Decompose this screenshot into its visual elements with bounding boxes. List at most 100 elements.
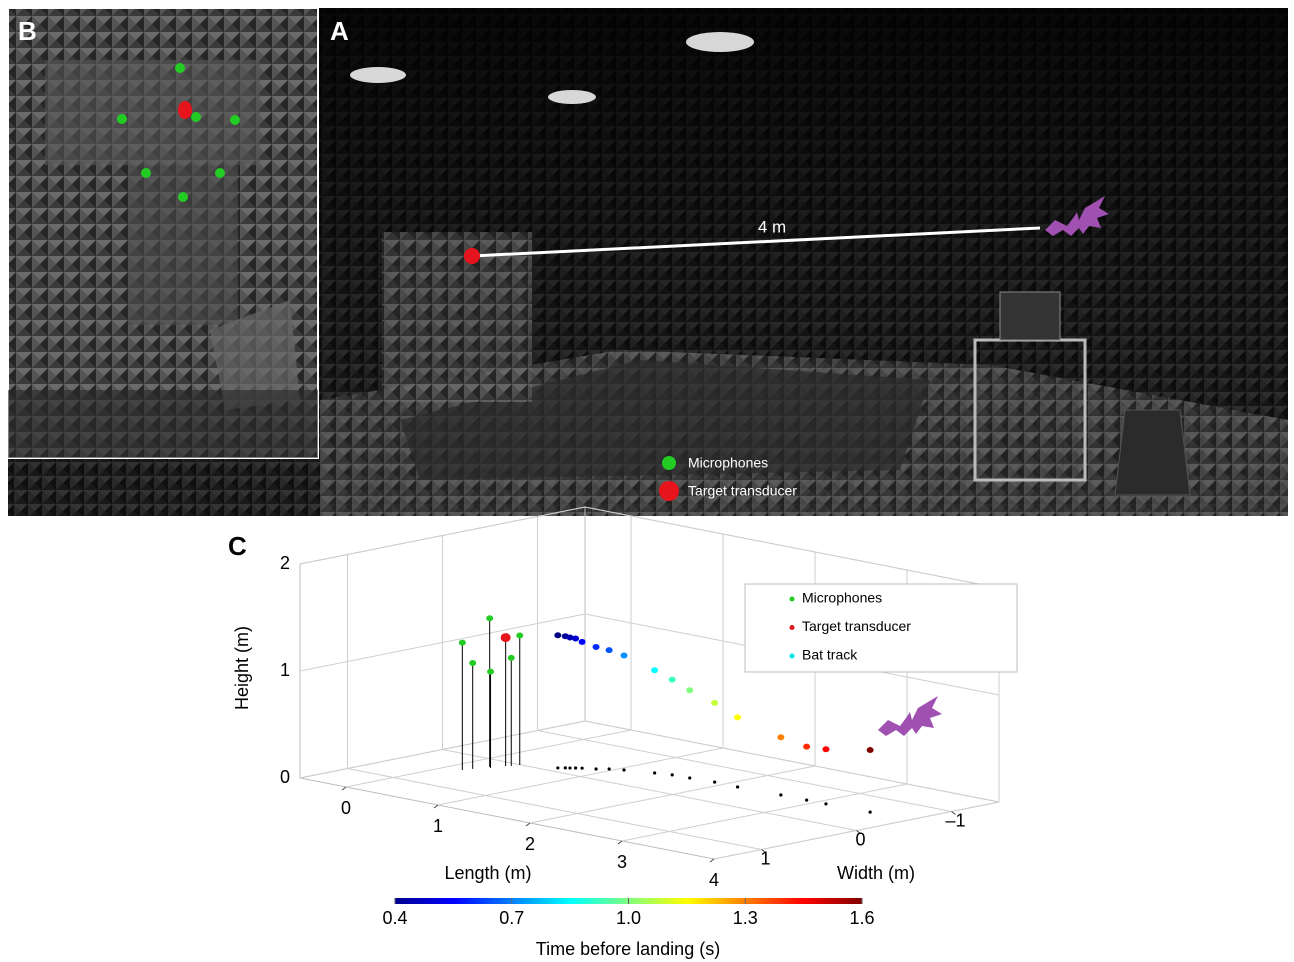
- floor-shadow: [608, 767, 611, 770]
- y-tick-label: –1: [945, 810, 965, 830]
- legend-label: Target transducer: [688, 483, 797, 499]
- y-axis-label: Width (m): [837, 863, 915, 883]
- floor-shadow: [622, 768, 625, 771]
- colorbar-tick-label: 1.0: [616, 908, 641, 928]
- mic-marker: [175, 63, 185, 73]
- floor-shadow: [869, 811, 872, 814]
- track-point: [651, 667, 658, 673]
- mic-marker: [191, 112, 201, 122]
- floor-shadow: [574, 766, 577, 769]
- track-point: [711, 700, 718, 706]
- ceiling-light: [686, 32, 754, 52]
- panel-label: B: [18, 16, 37, 46]
- target-stand: [382, 232, 532, 402]
- sensor-point: [501, 633, 511, 642]
- floor-shadow: [688, 776, 691, 779]
- ceiling-light: [350, 67, 406, 83]
- step-stool: [1115, 410, 1190, 495]
- tick-mark: [526, 823, 530, 826]
- legend: Microphones Target transducer Bat track: [745, 584, 1017, 672]
- mic-marker: [215, 168, 225, 178]
- legend-label: Target transducer: [802, 618, 911, 634]
- colorbar-tick-label: 1.3: [733, 908, 758, 928]
- floor-shadow: [556, 766, 559, 769]
- grid-line: [585, 507, 999, 588]
- mic-marker: [230, 115, 240, 125]
- sensor-point: [469, 660, 476, 666]
- track-point: [621, 652, 628, 658]
- x-tick-label: 1: [433, 816, 443, 836]
- legend-label: Microphones: [688, 455, 768, 471]
- legend-label: Microphones: [802, 590, 882, 606]
- floor-shadow: [805, 798, 808, 801]
- x-tick-label: 2: [525, 834, 535, 854]
- x-axis-label: Length (m): [444, 863, 531, 883]
- mic-marker: [178, 192, 188, 202]
- figure: 4 m Microphones Target transducer A B C …: [0, 0, 1294, 962]
- colorbar-tick-label: 0.7: [499, 908, 524, 928]
- floor-shadow: [736, 785, 739, 788]
- track-point: [777, 734, 784, 740]
- sensor-point: [459, 640, 466, 646]
- z-tick-label: 0: [280, 767, 290, 787]
- legend-dot: [659, 481, 679, 501]
- x-tick-label: 0: [341, 798, 351, 818]
- sensor-point: [508, 655, 515, 661]
- mic-board: [45, 60, 260, 165]
- legend-swatch: [790, 654, 795, 659]
- tick-mark: [618, 841, 622, 844]
- track-point: [572, 636, 579, 642]
- legend-label: Bat track: [802, 647, 858, 663]
- x-tick-label: 3: [617, 852, 627, 872]
- floor: [8, 390, 318, 458]
- grid-line: [538, 731, 952, 812]
- floor-shadow: [653, 771, 656, 774]
- z-tick-label: 1: [280, 660, 290, 680]
- target-marker: [464, 248, 480, 264]
- colorbar-tick-label: 1.6: [849, 908, 874, 928]
- ceiling-light: [548, 90, 596, 104]
- track-point: [803, 744, 810, 750]
- floor-shadow: [824, 802, 827, 805]
- bat-icon: [878, 696, 942, 736]
- track-point: [554, 632, 561, 638]
- track-point: [593, 644, 600, 650]
- sensor-point: [516, 633, 523, 639]
- legend-dot: [662, 456, 676, 470]
- floor-shadow: [713, 780, 716, 783]
- floor-shadow: [779, 793, 782, 796]
- track-point: [606, 647, 613, 653]
- mic-marker: [141, 168, 151, 178]
- y-tick-label: 0: [855, 829, 865, 849]
- legend-swatch: [790, 625, 795, 630]
- colorbar-tick-label: 0.4: [382, 908, 407, 928]
- tick-mark: [710, 859, 714, 862]
- panel-b-photo: B: [8, 8, 318, 458]
- panel-label: C: [228, 531, 247, 561]
- floor-shadow: [594, 767, 597, 770]
- colorbar-label: Time before landing (s): [536, 939, 720, 959]
- laptop: [1000, 292, 1060, 340]
- stand: [128, 165, 238, 325]
- track-point: [867, 747, 874, 753]
- track-point: [669, 677, 676, 683]
- target-marker: [178, 101, 192, 119]
- track-point: [734, 714, 741, 720]
- grid-line: [348, 769, 762, 850]
- sensor-point: [486, 615, 493, 621]
- distance-label: 4 m: [758, 217, 786, 236]
- panel-label: A: [330, 16, 349, 46]
- z-axis-label: Height (m): [232, 626, 252, 710]
- mic-marker: [117, 114, 127, 124]
- tick-mark: [342, 787, 346, 790]
- track-point: [822, 746, 829, 752]
- floor-shadow: [581, 767, 584, 770]
- y-tick-label: 1: [760, 848, 770, 868]
- x-tick-label: 4: [709, 870, 719, 890]
- z-tick-label: 2: [280, 553, 290, 573]
- tick-mark: [434, 805, 438, 808]
- sensor-point: [487, 669, 494, 675]
- floor-shadow: [568, 766, 571, 769]
- legend-swatch: [790, 597, 795, 602]
- floor-shadow: [671, 773, 674, 776]
